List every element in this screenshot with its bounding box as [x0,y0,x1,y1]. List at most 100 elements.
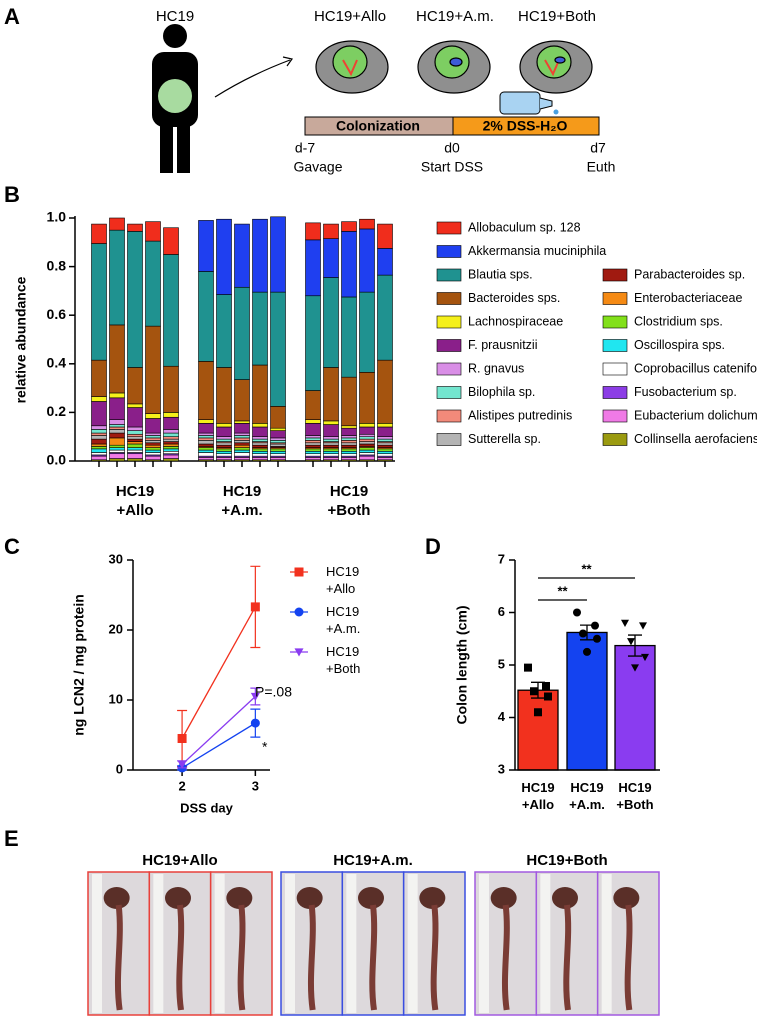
bar-segment [198,447,214,451]
bar-segment [341,440,357,444]
bar-segment [234,444,250,448]
bar-segment [377,453,393,457]
bar-segment [127,223,143,232]
bar-segment [359,433,375,437]
y-tick-label: 6 [498,604,505,619]
group-label: HC19+Both [518,8,596,25]
bar-segment [145,452,161,456]
bar-segment [377,423,393,428]
data-point [579,629,587,638]
legend-marker [294,567,304,577]
bar-segment [145,325,161,414]
bar-segment [377,274,393,361]
bar-segment [252,218,268,293]
event-label: Euth [587,159,616,175]
bar-segment [323,420,339,425]
bar-segment [163,365,179,413]
data-point [542,682,550,690]
bar-segment [127,436,143,440]
bar-segment [341,296,357,378]
bar-segment [377,444,393,448]
bar-segment [359,372,375,424]
colon [114,904,123,1011]
bar-segment [109,458,125,462]
bar-segment [91,243,107,361]
bar-segment [145,444,161,448]
bar-segment [216,423,232,428]
group-label: HC19 +A.m. [221,483,263,519]
legend-label: Bilophila sp. [468,385,535,399]
colon-cecum [613,887,640,909]
bar-segment [127,430,143,435]
bar-segment [377,223,393,249]
legend-label: Fusobacterium sp. [634,385,737,399]
bar-segment [91,425,107,430]
bar-segment [216,436,232,440]
bar-segment [216,448,232,452]
bar-segment [252,438,268,442]
bar-segment [163,429,179,434]
bar-segment [216,438,232,442]
bar-segment [127,449,143,453]
bar-segment [305,437,321,441]
bar-segment [377,426,393,438]
legend-swatch [602,292,628,305]
colon-cecum [419,887,446,909]
bar-segment [305,295,321,391]
legend-label: Coprobacillus cateniformis [634,361,757,375]
bar-segment [91,359,107,397]
bar-segment [323,436,339,440]
bar-segment [323,367,339,422]
bar-segment [341,444,357,448]
bar-segment [145,449,161,453]
data-point [591,621,599,630]
bar-segment [216,367,232,424]
group-label: HC19 +Both [327,483,371,519]
bar-segment [91,432,107,436]
legend-label: HC19 +A.m. [326,604,361,636]
bar-segment [109,217,125,231]
bar-segment [234,457,250,461]
bar-segment [377,359,393,424]
bottle-icon [499,91,559,115]
colon [237,904,246,1011]
x-tick-label: 3 [252,778,259,793]
bar-segment [127,458,143,462]
data-point [631,664,639,672]
bar-segment [270,437,286,441]
bar-segment [127,443,143,448]
bar-segment [127,426,143,431]
bar-segment [305,423,321,436]
legend-swatch [602,409,628,423]
annotation: P=.08 [255,684,292,700]
bar-segment [359,228,375,293]
bar-segment [198,435,214,439]
legend-label: R. gnavus [468,361,524,375]
bar-segment [341,442,357,446]
bar-segment [234,449,250,453]
legend-swatch [436,221,462,235]
bar-segment [377,442,393,446]
group-label: HC19+A.m. [416,8,494,25]
bar-segment [109,426,125,430]
legend-label: Akkermansia muciniphila [468,244,606,258]
bar-segment [323,223,339,239]
legend-label: Clostridium sps. [634,314,723,328]
ruler [285,874,295,1013]
bar-segment [252,426,268,438]
bar-segment [109,397,125,420]
ruler [540,874,551,1013]
bar-segment [305,440,321,444]
arrow-head [282,56,294,67]
bar-segment [127,438,143,442]
bar-segment [270,450,286,455]
event-label: Gavage [293,159,342,175]
significance-label: ** [557,583,568,598]
phase-label: 2% DSS-H₂O [483,118,568,134]
bar-segment [216,453,232,457]
legend-label: HC19 +Allo [326,564,360,596]
bar-segment [323,457,339,461]
bar-segment [234,442,250,446]
bar-segment [145,440,161,444]
